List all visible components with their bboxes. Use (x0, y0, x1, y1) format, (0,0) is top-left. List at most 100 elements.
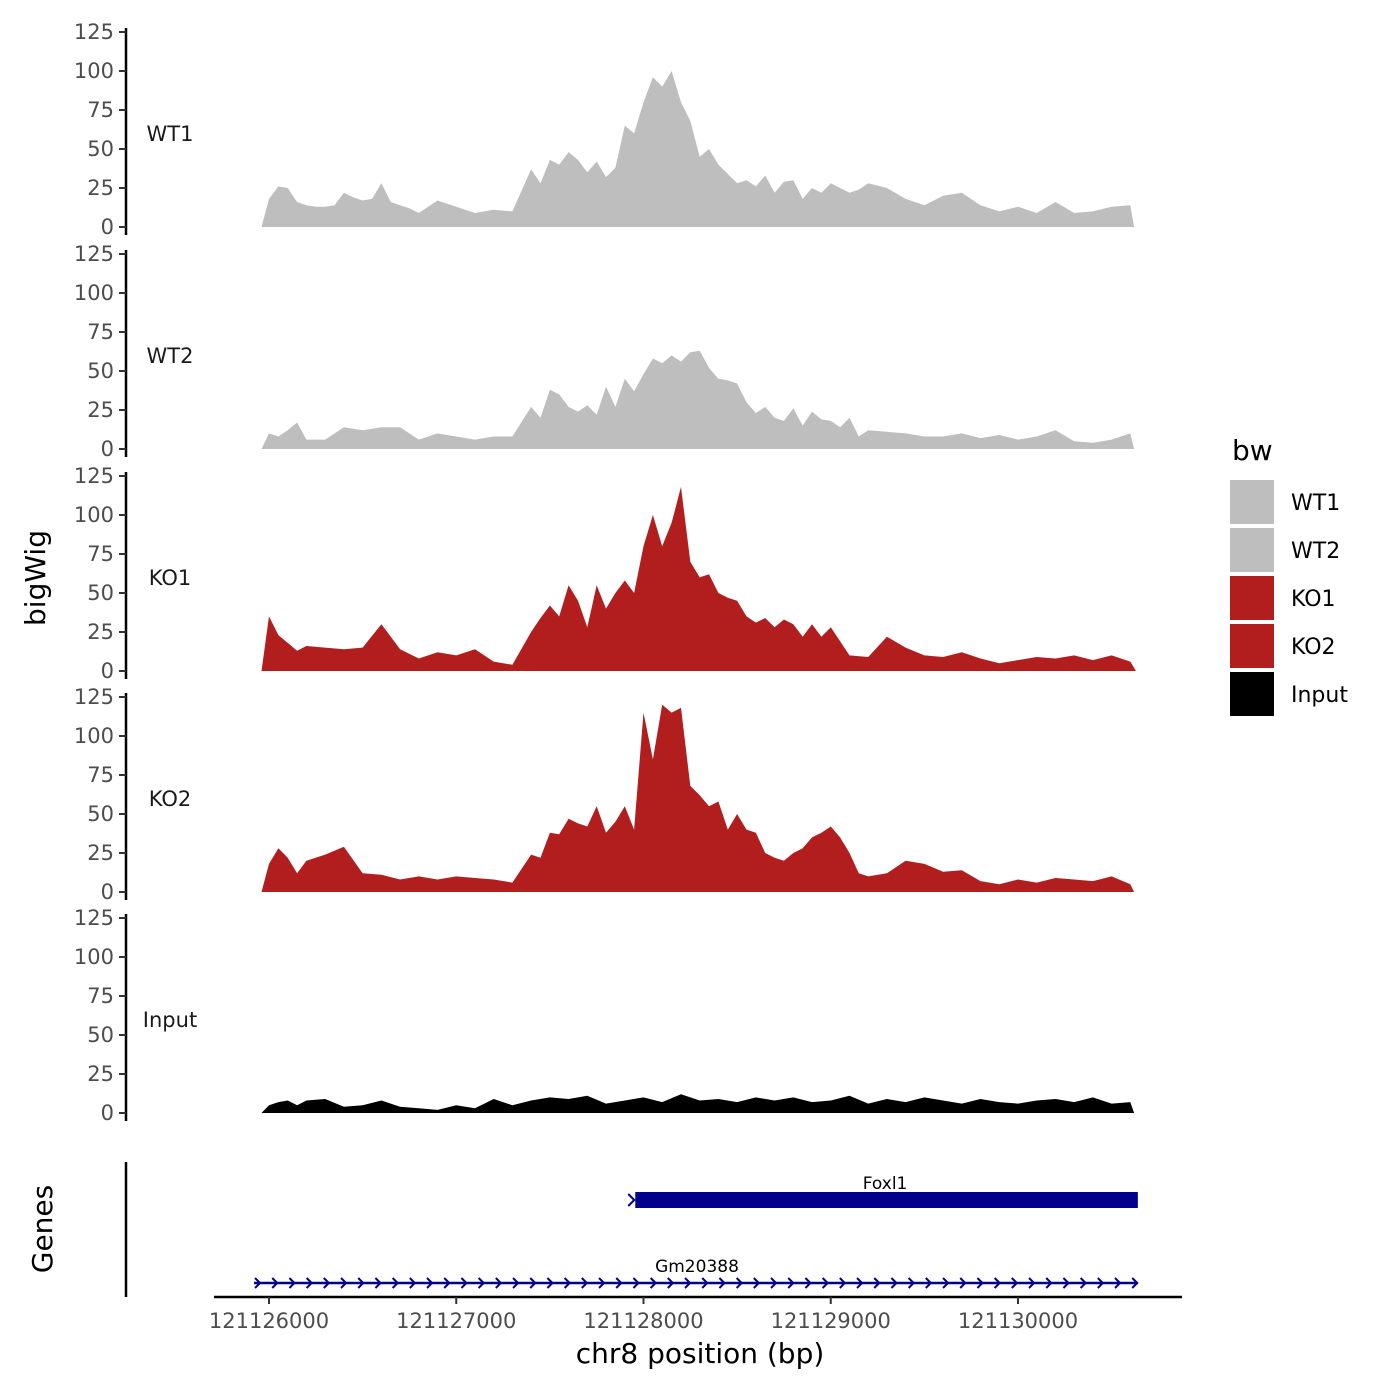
track-label-WT1: WT1 (147, 122, 194, 146)
gene-arrow-Gm20388 (1045, 1277, 1053, 1289)
y-tick-label-KO1-0: 0 (101, 659, 114, 683)
y-tick-label-KO1-50: 50 (87, 581, 114, 605)
gene-arrow-Gm20388 (581, 1277, 589, 1289)
y-tick-label-KO2-50: 50 (87, 802, 114, 826)
y-tick-label-KO2-0: 0 (101, 880, 114, 904)
legend-label-KO2: KO2 (1291, 635, 1336, 660)
gene-arrow-Gm20388 (305, 1277, 314, 1289)
y-axis-title: bigWig (19, 530, 52, 626)
gene-arrow-Gm20388 (684, 1277, 692, 1289)
gene-arrow-Gm20388 (495, 1277, 503, 1289)
gene-arrow-Gm20388 (821, 1277, 830, 1289)
gene-arrow-Gm20388 (753, 1277, 761, 1289)
gene-arrow-Gm20388 (1028, 1277, 1036, 1289)
gene-arrow-Gm20388 (649, 1277, 658, 1289)
y-tick-label-WT1-125: 125 (74, 20, 114, 44)
gene-arrow-Gm20388 (701, 1277, 709, 1289)
gene-arrow-Gm20388 (925, 1277, 933, 1289)
y-tick-label-WT1-100: 100 (74, 59, 114, 83)
legend-label-Input: Input (1291, 683, 1348, 708)
y-tick-label-KO2-75: 75 (87, 763, 114, 787)
gene-arrow-Gm20388 (1131, 1277, 1139, 1289)
y-tick-label-WT1-50: 50 (87, 137, 114, 161)
legend-label-WT1: WT1 (1291, 491, 1340, 516)
gene-arrow-Gm20388 (1011, 1277, 1019, 1289)
gene-arrow-Gm20388 (1097, 1277, 1105, 1289)
y-tick-label-KO2-25: 25 (87, 841, 114, 865)
gene-arrow-Gm20388 (546, 1277, 554, 1289)
y-tick-label-WT1-75: 75 (87, 98, 114, 122)
x-tick-label-121127000: 121127000 (396, 1309, 516, 1333)
area-WT1 (261, 71, 1135, 227)
y-tick-label-KO1-125: 125 (74, 464, 114, 488)
x-tick-label-121128000: 121128000 (583, 1309, 703, 1333)
y-tick-label-KO1-100: 100 (74, 503, 114, 527)
genes-track-label: Genes (26, 1185, 59, 1273)
gene-arrow-Gm20388 (1062, 1277, 1070, 1289)
gene-arrow-Gm20388 (856, 1277, 864, 1289)
y-tick-label-WT1-0: 0 (101, 215, 114, 239)
x-axis-title: chr8 position (bp) (576, 1337, 825, 1370)
gene-arrow-Gm20388 (443, 1277, 451, 1289)
gene-arrow-Gm20388 (598, 1277, 606, 1289)
y-tick-label-WT2-0: 0 (101, 437, 114, 461)
track-panels: 0 25 50 75 100 125 WT1 0 25 50 75 100 125 WT2 0 25 50 75 1… (74, 20, 1136, 1125)
gene-arrow-Gm20388 (615, 1277, 623, 1289)
gene-arrow-Gm20388 (959, 1277, 967, 1289)
legend-key-KO1 (1230, 576, 1274, 620)
gene-arrow-Gm20388 (374, 1277, 382, 1289)
y-tick-label-WT2-50: 50 (87, 359, 114, 383)
y-tick-label-Input-0: 0 (101, 1101, 114, 1125)
y-tick-label-Input-125: 125 (74, 906, 114, 930)
y-tick-label-Input-50: 50 (87, 1023, 114, 1047)
gene-label-Gm20388: Gm20388 (655, 1257, 739, 1277)
y-tick-label-WT1-25: 25 (87, 176, 114, 200)
track-label-WT2: WT2 (147, 344, 194, 368)
gene-arrow-Gm20388 (1079, 1277, 1088, 1289)
area-WT2 (261, 350, 1135, 449)
gene-arrow-Gm20388 (254, 1277, 262, 1289)
gene-arrow-Gm20388 (340, 1277, 348, 1289)
y-tick-label-KO2-100: 100 (74, 724, 114, 748)
panel-KO2: 0 25 50 75 100 125 KO2 (74, 685, 1135, 904)
legend-label-KO1: KO1 (1291, 587, 1336, 612)
legend-label-WT2: WT2 (1291, 539, 1340, 564)
x-axis: 121126000 121127000 121128000 121129000 1211… (209, 1295, 1182, 1333)
legend-key-Input (1230, 672, 1274, 716)
area-KO1 (261, 486, 1136, 671)
legend-key-WT2 (1230, 528, 1274, 572)
gene-arrow-Gm20388 (271, 1277, 279, 1289)
gene-arrow-Gm20388 (976, 1277, 984, 1289)
area-KO2 (261, 704, 1135, 892)
track-label-KO1: KO1 (149, 566, 192, 590)
track-label-Input: Input (143, 1008, 197, 1032)
gene-strand-arrow-Foxl1 (627, 1193, 636, 1207)
y-tick-label-WT2-100: 100 (74, 281, 114, 305)
track-label-KO2: KO2 (149, 787, 192, 811)
gene-arrow-Gm20388 (409, 1277, 417, 1289)
panel-WT1: 0 25 50 75 100 125 WT1 (74, 20, 1135, 239)
gene-arrow-Gm20388 (632, 1277, 640, 1289)
x-tick-label-121129000: 121129000 (771, 1309, 891, 1333)
gene-arrow-Gm20388 (426, 1277, 434, 1289)
gene-arrow-Gm20388 (1114, 1277, 1122, 1289)
gene-arrow-Gm20388 (770, 1277, 778, 1289)
gene-arrow-Gm20388 (787, 1277, 795, 1289)
x-tick-label-121130000: 121130000 (958, 1309, 1078, 1333)
gene-arrow-Gm20388 (942, 1277, 950, 1289)
y-tick-label-Input-100: 100 (74, 945, 114, 969)
y-tick-label-KO1-25: 25 (87, 620, 114, 644)
gene-arrow-Gm20388 (512, 1277, 520, 1289)
y-tick-label-WT2-125: 125 (74, 242, 114, 266)
gene-arrow-Gm20388 (993, 1277, 1002, 1289)
gene-arrow-Gm20388 (477, 1277, 486, 1289)
gene-label-Foxl1: Foxl1 (863, 1174, 908, 1194)
gene-arrow-Gm20388 (667, 1277, 675, 1289)
gene-arrow-Gm20388 (288, 1277, 296, 1289)
gene-body-Foxl1 (635, 1192, 1138, 1208)
y-tick-label-WT2-25: 25 (87, 398, 114, 422)
gene-arrow-Gm20388 (873, 1277, 881, 1289)
gene-arrow-Gm20388 (804, 1277, 812, 1289)
y-tick-label-WT2-75: 75 (87, 320, 114, 344)
gene-arrow-Gm20388 (907, 1277, 916, 1289)
